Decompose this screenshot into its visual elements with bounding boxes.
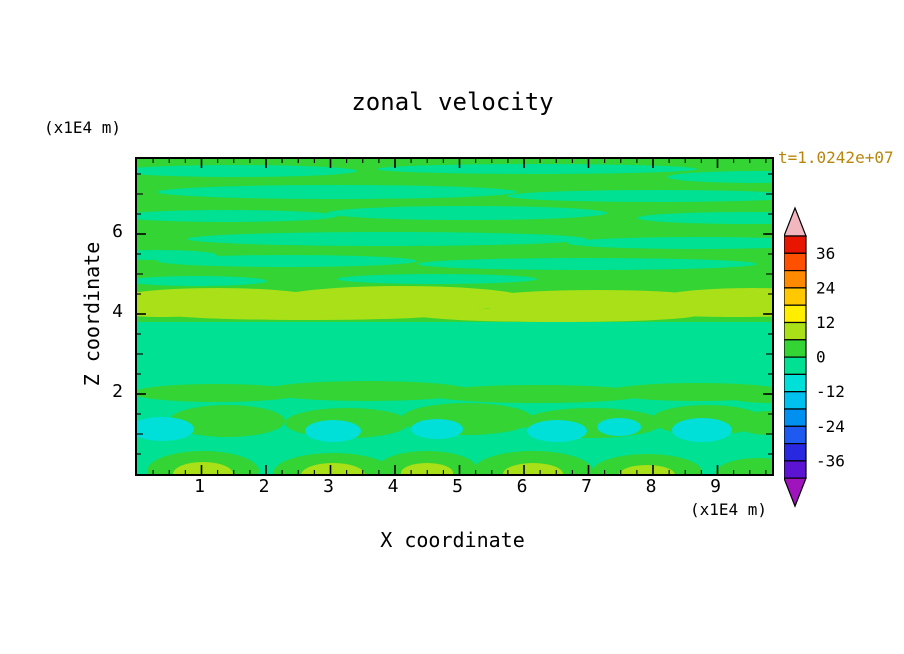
z-tick-label: 6 xyxy=(112,221,123,242)
z-tick-label: 4 xyxy=(112,301,123,322)
z-axis-label: Z coordinate xyxy=(80,241,104,387)
x-axis-label: X coordinate xyxy=(380,528,525,552)
z-tick-label: 2 xyxy=(112,381,123,402)
x-tick-label: 5 xyxy=(452,476,463,497)
x-tick-label: 3 xyxy=(323,476,334,497)
colorbar-label: -24 xyxy=(816,417,845,436)
z-axis-unit: (x1E4 m) xyxy=(44,118,122,137)
time-annotation: t=1.0242e+07 xyxy=(778,148,894,167)
colorbar-label: 12 xyxy=(816,313,835,332)
colorbar-label: -36 xyxy=(816,451,845,470)
colorbar-label: -12 xyxy=(816,382,845,401)
contour-field xyxy=(137,159,772,474)
x-axis-unit: (x1E4 m) xyxy=(690,500,768,519)
plot-area xyxy=(135,157,774,476)
plot-title: zonal velocity xyxy=(351,88,554,116)
x-tick-label: 9 xyxy=(710,476,721,497)
x-tick-label: 6 xyxy=(516,476,528,497)
x-tick-label: 4 xyxy=(387,476,399,497)
colorbar: 36 24 12 0 -12 -24 -36 xyxy=(784,206,845,508)
colorbar-label: 36 xyxy=(816,244,835,263)
x-tick-label: 7 xyxy=(581,476,592,497)
colorbar-label: 24 xyxy=(816,278,835,297)
colorbar-label: 0 xyxy=(816,348,826,367)
x-tick-label: 2 xyxy=(258,476,270,497)
x-tick-label: 1 xyxy=(194,476,205,497)
x-tick-label: 8 xyxy=(645,476,657,497)
